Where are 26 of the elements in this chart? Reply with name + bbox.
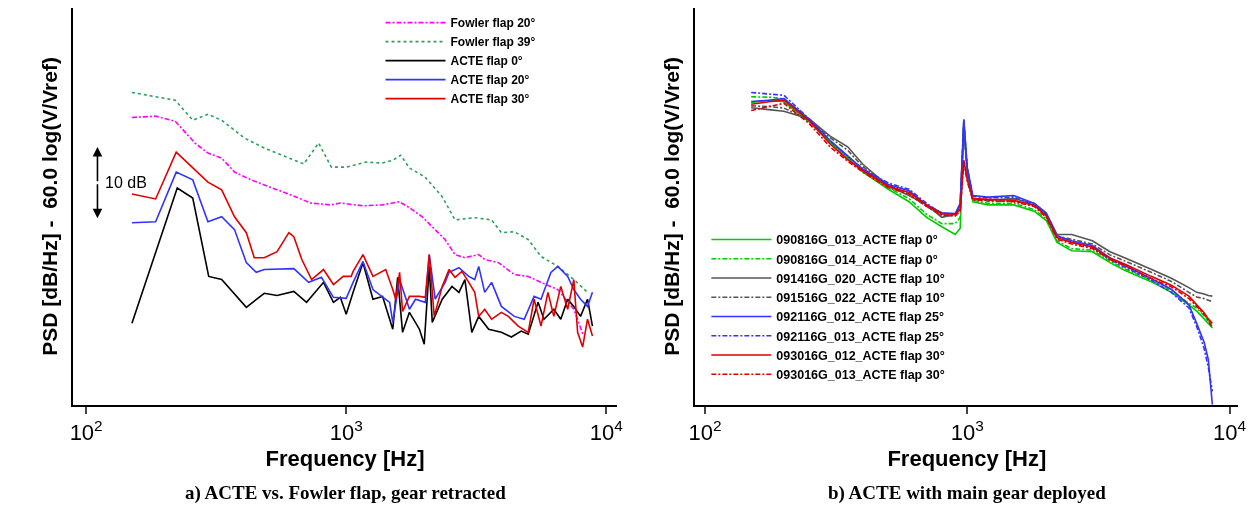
legend-label: Fowler flap 20° [450,16,536,31]
legend-label: Fowler flap 39° [450,35,536,50]
legend-label: 093016G_012_ACTE flap 30° [776,348,945,363]
legend-label: 090816G_013_ACTE flap 0° [776,233,938,248]
y-axis-title: PSD [dB/Hz] - 60.0 log(V/Vref) [660,57,684,356]
legend-label: 092116G_012_ACTE flap 25° [776,310,944,325]
x-tick-label: 10$^{4}$ [1213,416,1247,446]
text: b) ACTE with main gear deployed [828,482,1107,504]
legend-label: 091416G_020_ACTE flap 10° [776,271,945,286]
x-tick-label: 10$^{3}$ [950,416,984,446]
legend-label: 090816G_014_ACTE flap 0° [776,252,938,267]
x-tick-label: 10$^{2}$ [69,416,103,446]
legend-label: ACTE flap 20° [450,73,530,88]
x-axis-title: Frequency [Hz] [887,445,1047,471]
x-tick-label: 10$^{2}$ [688,416,722,446]
x-tick-label: 10$^{4}$ [589,416,624,446]
legend-label: ACTE flap 30° [450,92,530,107]
legend-label: 092116G_013_ACTE flap 25° [776,329,944,344]
annotation: 10 dB [105,174,147,191]
text: a) ACTE vs. Fowler flap, gear retracted [185,482,507,504]
legend-label: ACTE flap 0° [450,54,523,69]
legend-label: 091516G_022_ACTE flap 10° [776,291,945,306]
legend-label: 093016G_013_ACTE flap 30° [776,368,945,383]
y-axis-title: PSD [dB/Hz] - 60.0 log(V/Vref) [37,57,61,356]
x-tick-label: 10$^{3}$ [329,416,363,446]
x-axis-title: Frequency [Hz] [265,445,425,471]
